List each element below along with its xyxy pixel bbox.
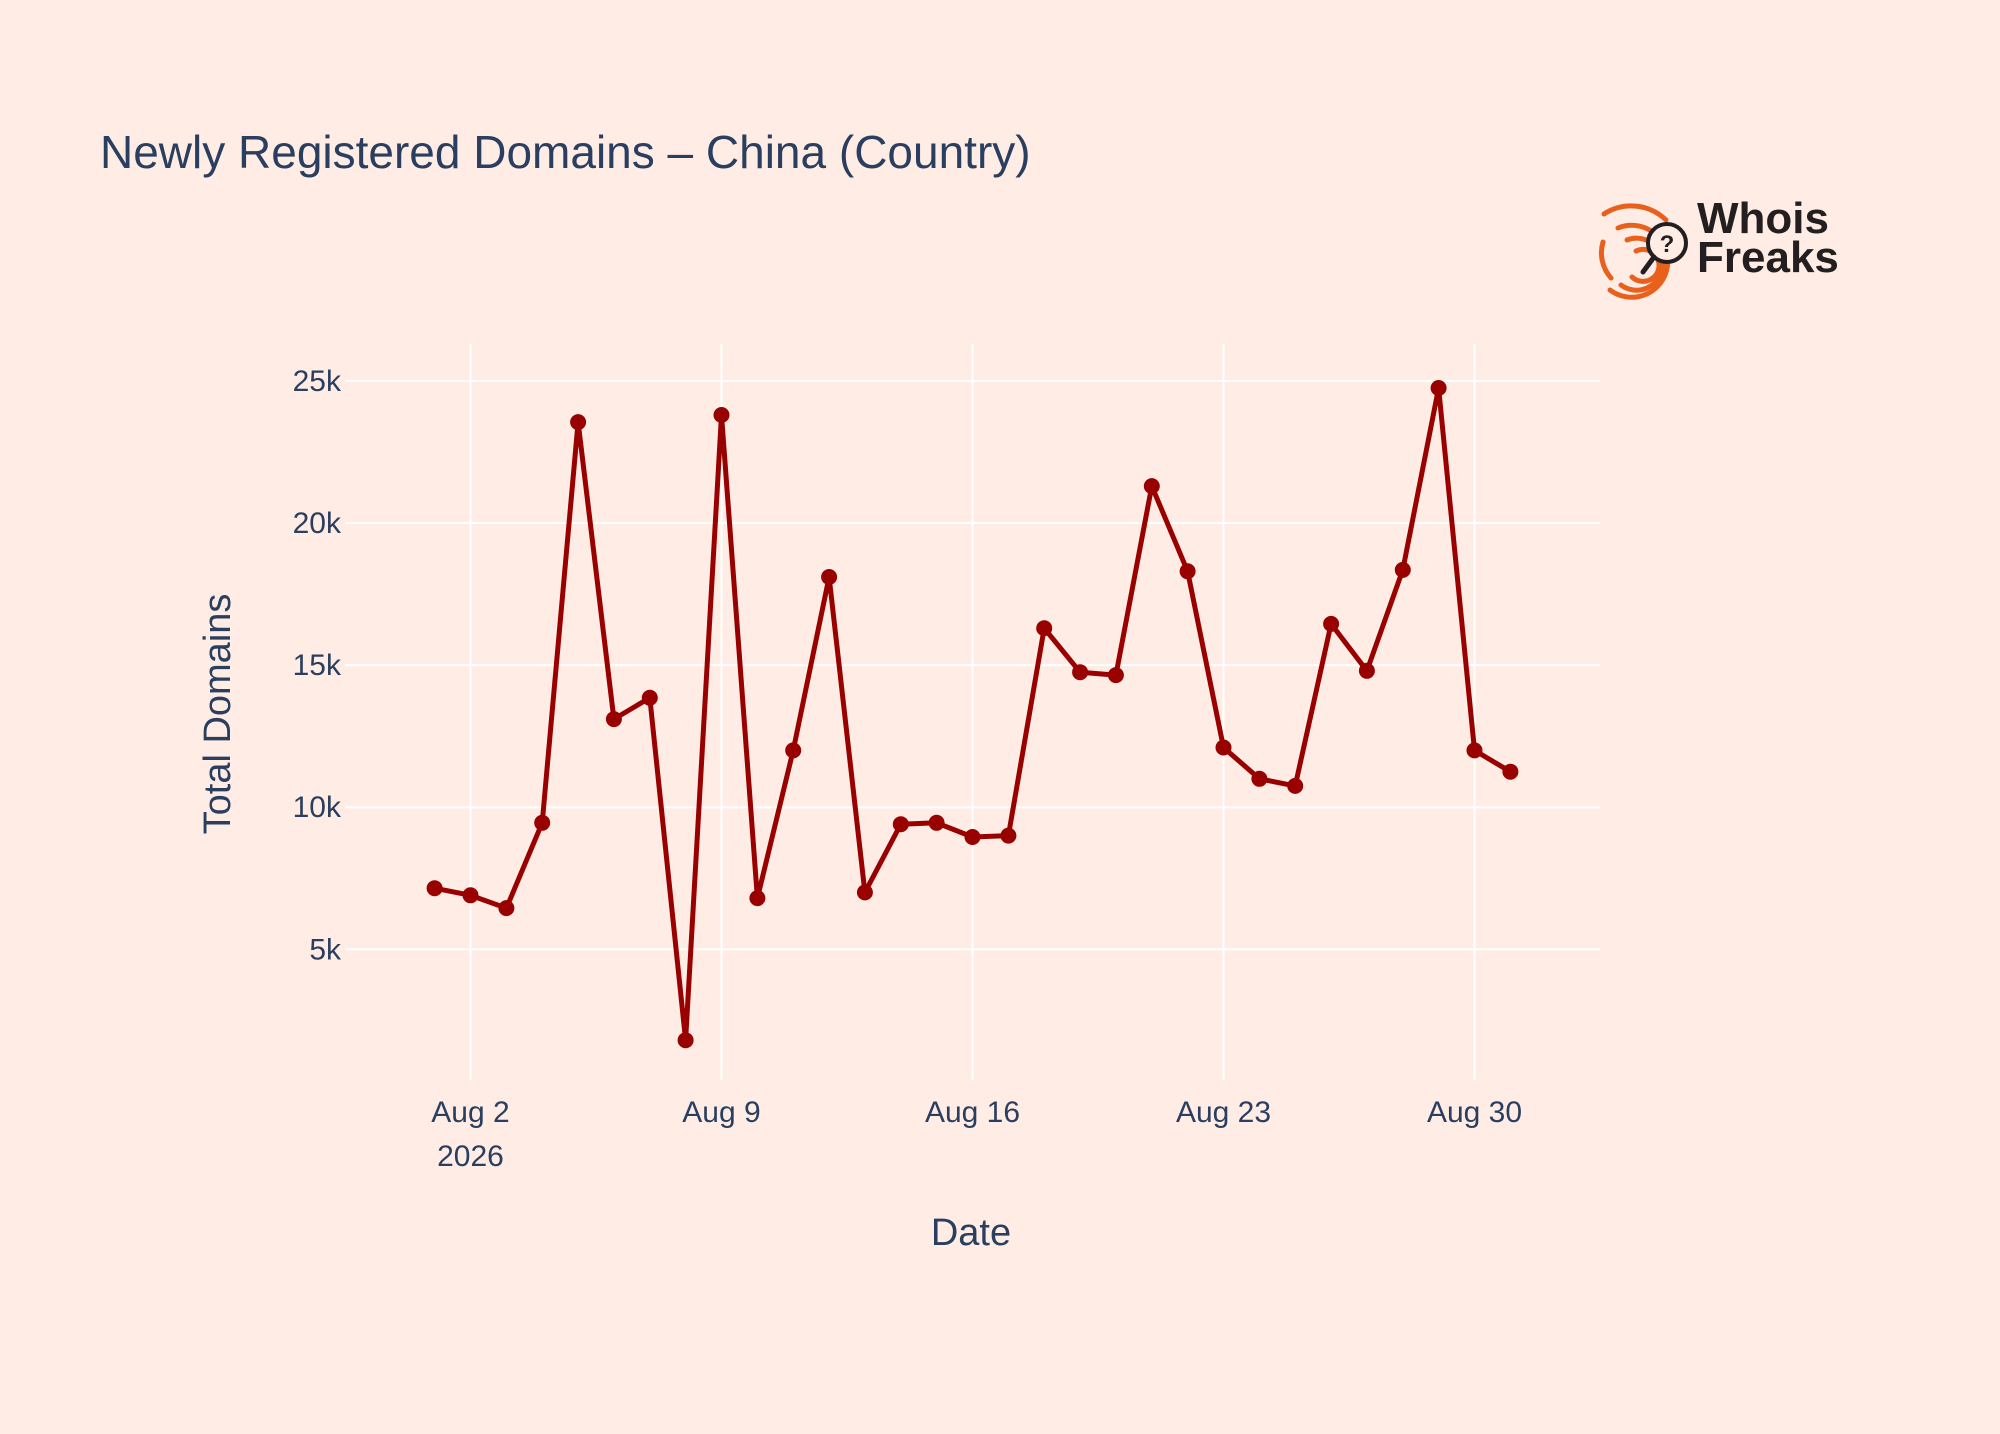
- data-point: [570, 414, 587, 431]
- data-point: [605, 711, 622, 728]
- data-point: [1394, 561, 1411, 578]
- data-point: [785, 742, 802, 759]
- data-point: [1502, 763, 1519, 780]
- data-point: [1323, 615, 1340, 632]
- x-tick-label: Aug 9: [682, 1096, 760, 1129]
- data-point: [892, 816, 909, 833]
- svg-text:?: ?: [1660, 231, 1675, 258]
- y-tick-label: 15k: [293, 649, 342, 682]
- data-point: [821, 569, 838, 585]
- data-point: [928, 814, 945, 831]
- x-tick-label: Aug 2: [431, 1096, 509, 1129]
- data-point: [1251, 770, 1268, 787]
- data-point: [749, 890, 766, 907]
- data-point: [713, 407, 730, 423]
- y-tick-label: 10k: [293, 791, 342, 824]
- data-point: [1143, 478, 1160, 495]
- data-point: [1287, 777, 1304, 794]
- y-tick-label: 25k: [293, 365, 342, 398]
- data-point: [964, 829, 981, 845]
- data-point: [534, 814, 551, 831]
- data-point: [1036, 620, 1053, 637]
- y-tick-label: 20k: [293, 507, 342, 540]
- data-point: [1000, 827, 1017, 844]
- data-point: [462, 887, 479, 904]
- data-point: [1179, 563, 1196, 580]
- data-point: [856, 884, 873, 901]
- data-point: [641, 689, 658, 706]
- y-tick-label: 5k: [309, 933, 342, 966]
- whoisfreaks-logo: ? Whois Freaks: [1598, 194, 1839, 300]
- x-tick-label: Aug 16: [925, 1096, 1020, 1129]
- series-layer: [426, 380, 1519, 1049]
- x-axis-title: Date: [931, 1212, 1011, 1254]
- logo-text-line2: Freaks: [1697, 233, 1839, 282]
- x-tick-sublabel: 2026: [437, 1140, 504, 1173]
- logo-text-line1: Whois: [1697, 194, 1829, 243]
- x-tick-label: Aug 30: [1427, 1096, 1522, 1129]
- gridlines: [345, 344, 1600, 1080]
- y-axis: 5k 10k 15k 20k 25k: [293, 365, 342, 966]
- data-point: [1107, 667, 1124, 684]
- data-point: [1430, 380, 1447, 396]
- data-point: [1466, 742, 1483, 759]
- data-point: [1358, 662, 1375, 679]
- y-axis-title: Total Domains: [197, 594, 239, 835]
- data-point: [1215, 739, 1232, 756]
- fingerprint-magnifier-icon: ?: [1598, 203, 1688, 300]
- data-point: [498, 900, 515, 917]
- x-axis: Aug 2 2026 Aug 9 Aug 16 Aug 23 Aug 30: [431, 1096, 1522, 1173]
- data-point: [677, 1032, 694, 1049]
- data-point: [426, 880, 443, 897]
- data-point: [1072, 664, 1089, 681]
- chart-title: Newly Registered Domains – China (Countr…: [100, 126, 1031, 178]
- x-tick-label: Aug 23: [1176, 1096, 1271, 1129]
